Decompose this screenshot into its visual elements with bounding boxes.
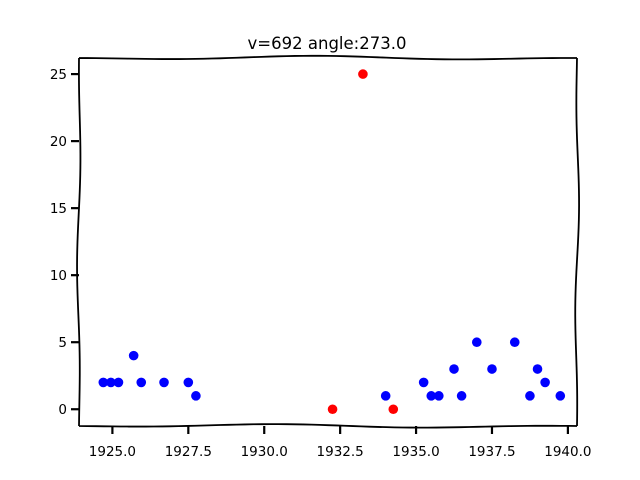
y-tick-label: 5: [58, 335, 67, 351]
data-point: [380, 391, 391, 401]
x-tick-label: 1927.5: [165, 444, 212, 460]
y-tick-label: 20: [50, 134, 67, 150]
data-point: [525, 391, 535, 401]
x-tick-label: 1937.5: [468, 444, 515, 460]
data-point: [358, 69, 368, 79]
data-point: [426, 391, 437, 401]
x-tick-label: 1932.5: [317, 444, 364, 460]
x-axis: 1925.0 1927.5 1930.0 1932.5 1935.0 1937.5 1940…: [89, 426, 592, 460]
data-point: [540, 377, 550, 388]
data-point: [128, 350, 139, 361]
y-tick-label: 10: [50, 268, 67, 284]
data-point: [449, 364, 459, 374]
data-point: [327, 404, 338, 415]
data-point: [388, 404, 399, 415]
y-axis: 0 5 10 15 20 25: [50, 67, 79, 418]
x-tick-label: 1925.0: [89, 444, 136, 460]
data-point: [418, 377, 429, 388]
data-point: [555, 391, 566, 401]
chart-title: v=692 angle:273.0: [248, 34, 407, 53]
data-point: [532, 364, 543, 374]
data-point: [434, 391, 444, 401]
y-tick-label: 0: [58, 402, 67, 418]
plot-frame: [76, 54, 580, 429]
x-tick-label: 1935.0: [392, 444, 439, 460]
data-point: [456, 391, 467, 401]
data-point: [98, 377, 109, 388]
y-tick-label: 25: [50, 67, 67, 83]
data-point: [487, 364, 497, 374]
data-point: [191, 391, 201, 401]
data-point: [106, 377, 116, 388]
data-point: [509, 337, 520, 348]
data-point: [471, 337, 482, 348]
data-point: [159, 377, 169, 388]
data-point: [113, 377, 124, 388]
data-points: [98, 69, 566, 415]
y-tick-label: 15: [50, 201, 67, 217]
data-point: [183, 377, 194, 388]
x-tick-label: 1930.0: [241, 444, 288, 460]
x-tick-label: 1940.0: [544, 444, 591, 460]
data-point: [136, 377, 147, 388]
